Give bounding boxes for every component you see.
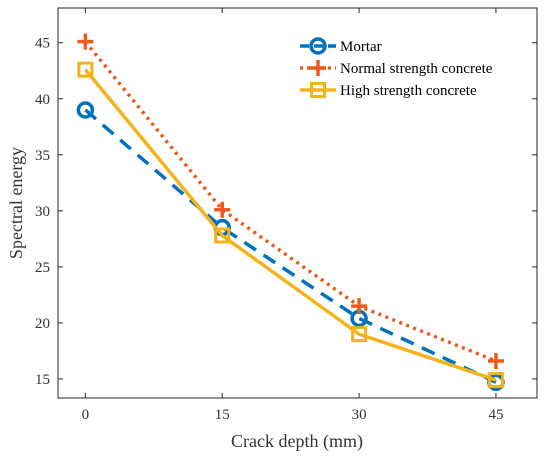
legend-item: Normal strength concrete (300, 60, 493, 77)
legend-marker (310, 82, 326, 98)
data-point (76, 101, 95, 119)
series-plus (77, 33, 504, 370)
y-tick-label: 25 (35, 260, 50, 276)
data-point (487, 372, 504, 389)
series-layer (76, 33, 505, 392)
x-axis-label: Crack depth (mm) (231, 431, 363, 452)
data-point (487, 353, 504, 370)
series-line (84, 68, 497, 382)
legend-marker (310, 60, 326, 76)
legend-item: Mortar (300, 37, 382, 55)
data-point (214, 201, 231, 218)
axis-ticks: 0 15 30 45 15 20 25 30 35 40 45 (35, 8, 537, 423)
y-tick-label: 35 (35, 148, 50, 164)
data-point (77, 61, 94, 78)
y-tick-label: 40 (35, 92, 50, 108)
y-tick-label: 20 (35, 316, 50, 332)
x-tick-label: 30 (352, 407, 367, 423)
legend-label: Mortar (340, 39, 382, 55)
x-tick-label: 0 (82, 407, 90, 423)
data-point (351, 326, 368, 343)
legend-label: Normal strength concrete (340, 61, 493, 77)
x-tick-label: 15 (215, 407, 230, 423)
legend-label: High strength concrete (340, 83, 477, 99)
y-axis-label: Spectral energy (6, 147, 26, 259)
legend-item: High strength concrete (300, 82, 477, 99)
data-point (214, 227, 231, 244)
series-square (77, 61, 504, 389)
y-tick-label: 15 (35, 372, 50, 388)
y-tick-label: 45 (35, 36, 50, 52)
data-point (77, 33, 94, 50)
plot-area (57, 7, 538, 399)
y-tick-label: 30 (35, 204, 50, 220)
series-line (84, 108, 497, 384)
legend: Mortar Normal strength concrete High stren… (300, 37, 493, 99)
data-point (351, 298, 368, 315)
x-tick-label: 45 (488, 407, 503, 423)
legend-marker (309, 37, 327, 55)
series-line (84, 40, 497, 363)
